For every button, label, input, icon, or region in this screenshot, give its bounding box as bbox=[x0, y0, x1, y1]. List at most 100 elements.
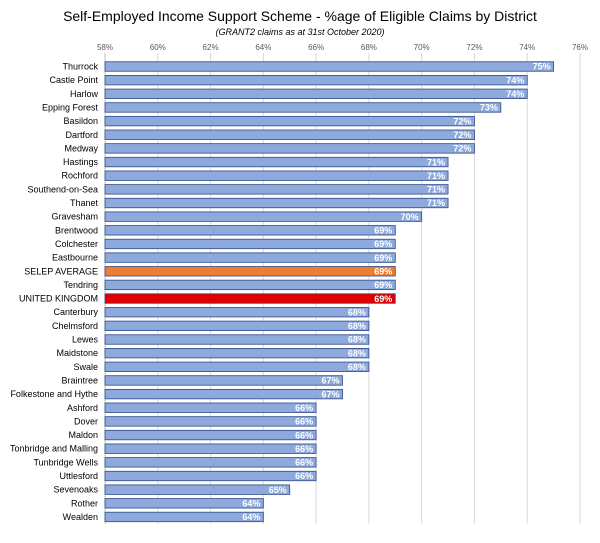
data-label: 69% bbox=[374, 266, 392, 276]
data-label: 69% bbox=[374, 226, 392, 236]
category-label: Dover bbox=[74, 416, 98, 426]
data-label: 66% bbox=[295, 471, 313, 481]
category-label: Epping Forest bbox=[42, 102, 99, 112]
data-label: 72% bbox=[453, 130, 471, 140]
category-label: Southend-on-Sea bbox=[27, 184, 98, 194]
data-label: 66% bbox=[295, 417, 313, 427]
category-label: Maidstone bbox=[56, 348, 98, 358]
bar bbox=[104, 88, 528, 99]
bar bbox=[104, 498, 264, 509]
category-label: Wealden bbox=[63, 512, 98, 522]
category-label: Tonbridge and Malling bbox=[10, 444, 98, 454]
category-label: Dartford bbox=[65, 130, 98, 140]
data-label: 68% bbox=[348, 307, 366, 317]
category-label: SELEP AVERAGE bbox=[24, 266, 98, 276]
category-label: Rochford bbox=[61, 171, 98, 181]
data-label: 68% bbox=[348, 362, 366, 372]
bar bbox=[104, 470, 317, 482]
bar bbox=[104, 484, 291, 495]
bar bbox=[104, 361, 370, 372]
bar bbox=[104, 266, 396, 277]
bar bbox=[104, 429, 317, 441]
bar bbox=[104, 61, 555, 72]
bar bbox=[104, 225, 396, 236]
data-label: 71% bbox=[427, 157, 445, 167]
data-label: 66% bbox=[295, 458, 313, 468]
bar bbox=[104, 375, 343, 386]
bar bbox=[104, 320, 370, 332]
x-tick-label: 70% bbox=[414, 43, 430, 52]
bar bbox=[104, 197, 449, 209]
chart-title: Self-Employed Income Support Scheme - %a… bbox=[63, 8, 537, 24]
data-label: 64% bbox=[242, 499, 260, 509]
x-tick-label: 64% bbox=[255, 43, 271, 52]
x-tick-label: 66% bbox=[308, 43, 324, 52]
x-tick-label: 76% bbox=[572, 43, 588, 52]
category-label: Castle Point bbox=[49, 75, 98, 85]
category-label: Sevenoaks bbox=[53, 485, 98, 495]
data-label: 67% bbox=[321, 389, 339, 399]
data-label: 68% bbox=[348, 348, 366, 358]
x-tick-label: 72% bbox=[466, 43, 482, 52]
bar bbox=[104, 416, 317, 427]
category-label: Folkestone and Hythe bbox=[10, 389, 98, 399]
bar bbox=[104, 307, 370, 318]
bar bbox=[104, 279, 396, 291]
category-label: Swale bbox=[73, 362, 98, 372]
data-label: 70% bbox=[401, 212, 419, 222]
category-label: Hastings bbox=[63, 157, 99, 167]
category-label: Harlow bbox=[70, 89, 99, 99]
bar bbox=[104, 443, 317, 454]
category-label: Lewes bbox=[72, 335, 99, 345]
category-label: Eastbourne bbox=[52, 253, 98, 263]
bar bbox=[104, 238, 396, 250]
bar bbox=[104, 402, 317, 413]
data-label: 68% bbox=[348, 321, 366, 331]
category-label: Ashford bbox=[67, 403, 98, 413]
category-label: Maldon bbox=[68, 430, 98, 440]
category-label: Rother bbox=[71, 498, 98, 508]
data-label: 68% bbox=[348, 335, 366, 345]
x-tick-label: 60% bbox=[150, 43, 166, 52]
bar bbox=[104, 102, 502, 113]
category-label: Tendring bbox=[63, 280, 98, 290]
data-label: 69% bbox=[374, 294, 392, 304]
data-label: 64% bbox=[242, 512, 260, 522]
data-label: 66% bbox=[295, 430, 313, 440]
data-label: 69% bbox=[374, 280, 392, 290]
category-label: Chelmsford bbox=[52, 321, 98, 331]
data-label: 69% bbox=[374, 253, 392, 263]
category-label: Brentwood bbox=[55, 225, 98, 235]
data-label: 71% bbox=[427, 185, 445, 195]
category-label: Colchester bbox=[55, 239, 98, 249]
data-label: 69% bbox=[374, 239, 392, 249]
data-label: 71% bbox=[427, 171, 445, 181]
category-label: Basildon bbox=[63, 116, 98, 126]
data-label: 72% bbox=[453, 116, 471, 126]
category-label: Gravesham bbox=[51, 212, 98, 222]
bar bbox=[104, 129, 475, 140]
category-label: Thanet bbox=[70, 198, 99, 208]
bar bbox=[104, 511, 264, 523]
bar bbox=[104, 143, 475, 154]
x-tick-label: 68% bbox=[361, 43, 377, 52]
data-label: 74% bbox=[506, 89, 524, 99]
bar bbox=[104, 347, 370, 359]
bar bbox=[104, 170, 449, 181]
data-label: 75% bbox=[533, 62, 551, 72]
bar bbox=[104, 75, 528, 86]
bar bbox=[104, 334, 370, 345]
chart-subtitle: (GRANT2 claims as at 31st October 2020) bbox=[215, 27, 385, 37]
x-tick-label: 62% bbox=[203, 43, 219, 52]
data-label: 74% bbox=[506, 75, 524, 85]
bar bbox=[104, 252, 396, 263]
bar bbox=[104, 457, 317, 468]
data-label: 66% bbox=[295, 403, 313, 413]
category-label: Canterbury bbox=[53, 307, 98, 317]
category-label: Braintree bbox=[61, 375, 98, 385]
category-label: Thurrock bbox=[62, 62, 98, 72]
x-tick-label: 74% bbox=[519, 43, 535, 52]
data-label: 71% bbox=[427, 198, 445, 208]
data-label: 72% bbox=[453, 144, 471, 154]
